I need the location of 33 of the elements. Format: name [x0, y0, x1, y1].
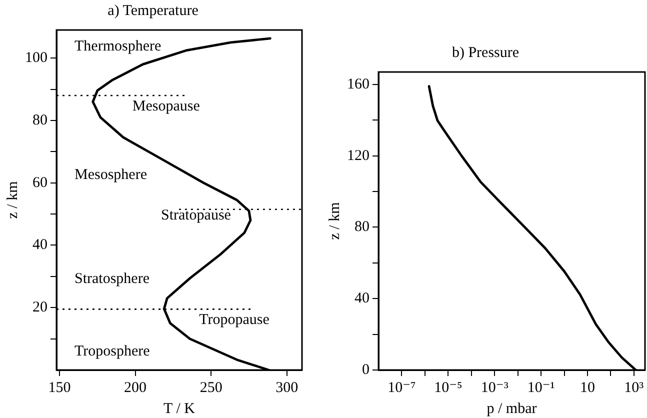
x-tick-label: 10³ [624, 380, 644, 396]
annotation: Stratosphere [74, 271, 150, 288]
ref-line-label: Mesopause [132, 98, 200, 114]
y-tick-label: 160 [347, 76, 370, 92]
x-tick-label: 10⁻¹ [527, 380, 555, 396]
x-tick-label: 300 [276, 380, 298, 396]
x-tick-label: 200 [124, 380, 147, 396]
y-axis-title: z / km [4, 180, 21, 219]
x-tick-label: 250 [200, 380, 222, 396]
x-tick-label: 10⁻³ [480, 380, 509, 396]
annotation: Thermosphere [74, 38, 162, 54]
annotation: Mesosphere [74, 167, 148, 184]
ref-line-label: Stratopause [160, 207, 232, 224]
y-tick-label: 20 [32, 300, 48, 316]
y-tick-label: 120 [347, 148, 370, 164]
chart-title: b) Pressure [452, 44, 520, 61]
chart-title: a) Temperature [108, 2, 199, 19]
x-tick-label: 10⁻⁵ [434, 380, 462, 396]
y-tick-label: 60 [32, 174, 48, 191]
y-tick-label: 100 [25, 50, 48, 66]
x-tick-label: 150 [48, 380, 71, 396]
x-axis-title: p / mbar [486, 400, 537, 417]
x-tick-label: 10⁻⁷ [388, 380, 416, 396]
y-tick-label: 0 [362, 362, 370, 378]
y-tick-label: 80 [354, 219, 370, 236]
x-axis-title: T / K [164, 400, 196, 417]
y-tick-label: 40 [354, 290, 370, 307]
y-tick-label: 40 [32, 237, 48, 254]
y-axis-title: z / km [326, 202, 343, 240]
ref-line-label: Tropopause [199, 312, 270, 328]
annotation: Troposphere [74, 344, 150, 360]
x-tick-label: 10 [580, 380, 595, 396]
y-tick-label: 80 [32, 112, 48, 128]
